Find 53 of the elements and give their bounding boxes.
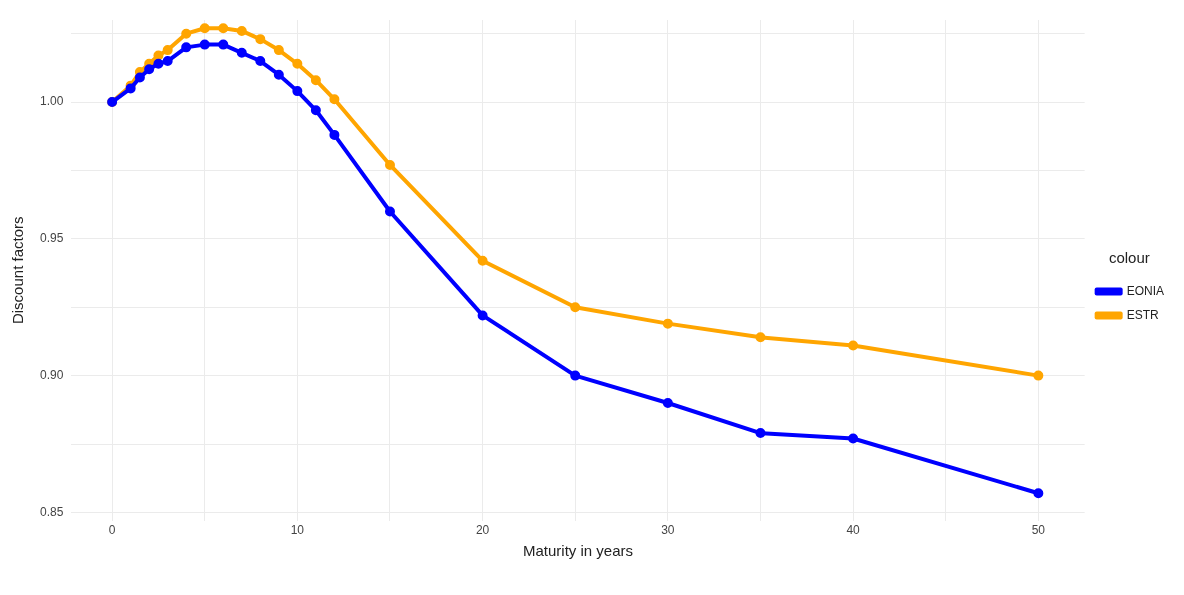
point	[181, 42, 192, 53]
point	[236, 47, 247, 58]
x-tick-label: 40	[846, 523, 861, 538]
legend-label: ESTR	[1126, 307, 1159, 322]
point	[477, 255, 488, 266]
x-tick-label: 10	[290, 523, 305, 538]
x-tick-label: 30	[661, 523, 675, 538]
point	[848, 433, 859, 444]
x-tick-label: 20	[475, 523, 490, 538]
point	[310, 75, 321, 86]
x-axis-title: Maturity in years	[522, 542, 634, 560]
point	[153, 58, 164, 69]
point	[384, 159, 395, 170]
point	[329, 94, 340, 105]
point	[236, 25, 247, 36]
point	[662, 397, 673, 408]
point	[218, 39, 229, 50]
point	[134, 72, 145, 83]
point	[755, 428, 766, 439]
point	[1033, 370, 1044, 381]
point	[570, 370, 581, 381]
point	[1033, 488, 1044, 499]
point	[570, 302, 581, 313]
point	[662, 318, 673, 329]
point	[273, 69, 284, 80]
legend-label: EONIA	[1126, 283, 1164, 298]
point	[144, 64, 155, 75]
point	[273, 45, 284, 56]
point	[329, 129, 340, 140]
y-tick-label: 0.85	[40, 504, 64, 519]
point	[162, 56, 173, 67]
text: 1.00	[40, 94, 64, 109]
point	[153, 50, 164, 61]
point	[218, 23, 229, 34]
point	[199, 39, 210, 50]
point	[310, 105, 321, 116]
point	[255, 34, 266, 45]
point	[162, 45, 173, 56]
point	[181, 28, 192, 39]
x-tick-label: 0	[108, 523, 116, 538]
y-tick-label: 0.95	[40, 231, 64, 246]
point	[292, 86, 303, 97]
legend-title: colour	[1108, 249, 1150, 267]
point	[477, 310, 488, 321]
point	[848, 340, 859, 351]
point	[384, 206, 395, 217]
text: 0.90	[40, 367, 64, 382]
y-axis-title: Discount factors	[9, 216, 27, 325]
x-tick-label: 50	[1031, 523, 1046, 538]
point	[199, 23, 210, 34]
point	[255, 56, 266, 67]
point	[292, 58, 303, 69]
point	[755, 332, 766, 343]
